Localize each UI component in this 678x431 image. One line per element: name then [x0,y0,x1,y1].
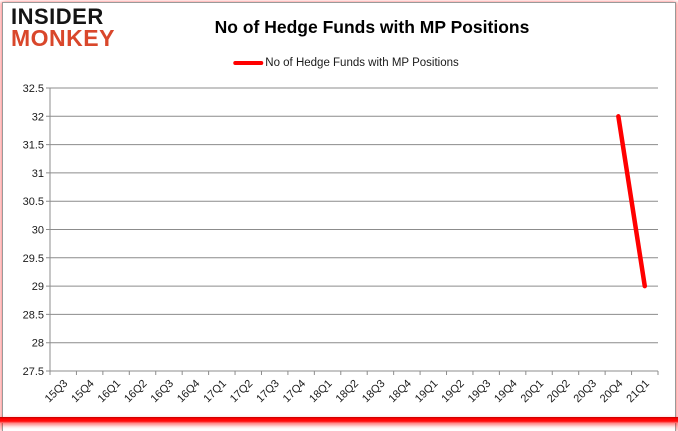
x-tick-label: 17Q4 [281,378,309,406]
bottom-red-bar [0,417,678,423]
x-tick-label: 16Q2 [122,378,150,406]
x-tick-label: 17Q2 [228,378,256,406]
insider-monkey-logo: INSIDER MONKEY [11,4,115,51]
legend-label: No of Hedge Funds with MP Positions [265,57,459,69]
x-tick-label: 15Q3 [43,378,71,406]
x-tick-label: 18Q2 [334,378,362,406]
y-tick-label: 29.5 [23,253,44,265]
chart-title: No of Hedge Funds with MP Positions [214,17,530,37]
x-tick-label: 19Q4 [492,378,520,406]
x-tick-label: 15Q4 [69,378,97,406]
y-tick-label: 30 [32,225,44,237]
x-tick-label: 20Q1 [519,378,547,406]
x-tick-label: 19Q2 [439,378,467,406]
x-tick-label: 20Q3 [572,378,600,406]
x-tick-label: 20Q2 [545,378,573,406]
y-tick-label: 31.5 [23,140,44,152]
y-tick-label: 32 [32,111,44,123]
y-tick-label: 27.5 [23,366,44,378]
x-tick-label: 21Q1 [624,378,652,406]
logo-monkey-text: MONKEY [11,24,115,51]
x-tick-label: 17Q1 [201,378,229,406]
y-tick-label: 28.5 [23,309,44,321]
x-tick-label: 18Q1 [307,378,335,406]
logo-insider-text: INSIDER [11,4,104,29]
y-tick-label: 28 [32,338,44,350]
y-tick-label: 29 [32,281,44,293]
x-tick-label: 18Q4 [386,378,414,406]
x-tick-label: 16Q3 [149,378,177,406]
x-tick-label: 19Q1 [413,378,441,406]
chart-legend: No of Hedge Funds with MP Positions [233,57,459,69]
series-line [616,114,648,289]
y-tick-label: 32.5 [23,83,44,95]
y-tick-label: 30.5 [23,196,44,208]
x-tick-label: 16Q1 [96,378,124,406]
x-tick-label: 17Q3 [254,378,282,406]
x-tick-label: 19Q3 [466,378,494,406]
y-tick-label: 31 [32,168,44,180]
legend-line-swatch [233,61,264,65]
x-tick-label: 20Q4 [598,378,626,406]
x-tick-label: 16Q4 [175,378,203,406]
x-tick-label: 18Q3 [360,378,388,406]
